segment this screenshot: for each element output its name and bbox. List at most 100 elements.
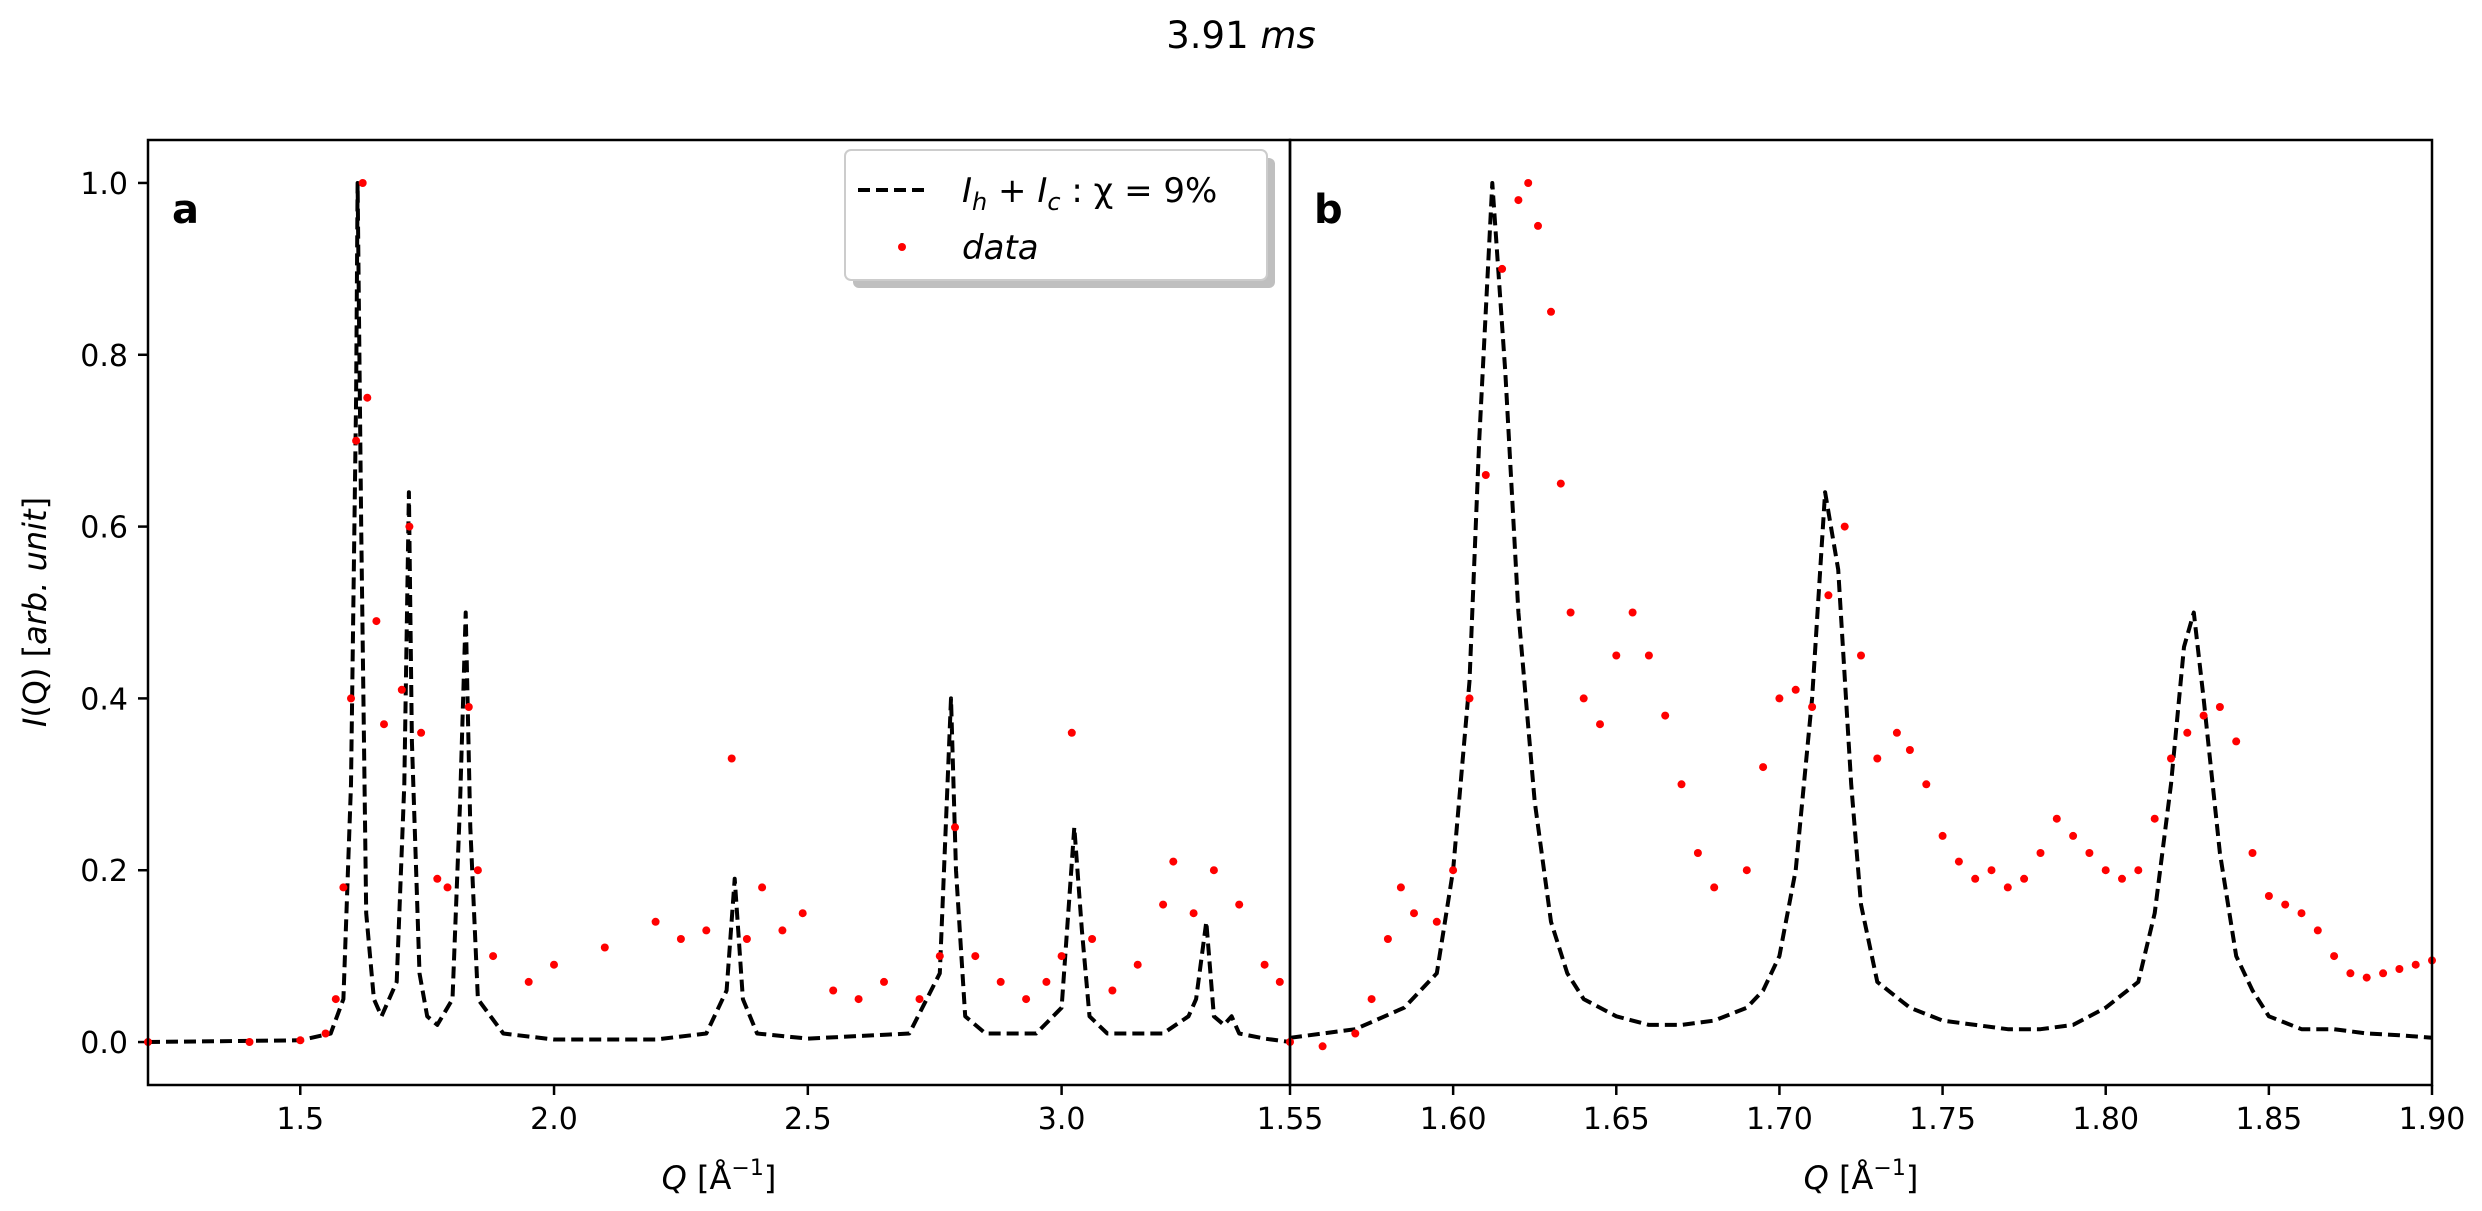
y-tick-label: 0.4 — [80, 682, 128, 717]
data-point — [915, 995, 924, 1004]
data-point — [2411, 960, 2420, 969]
data-point — [1383, 935, 1392, 943]
data-point — [2134, 866, 2143, 875]
data-point — [1612, 651, 1621, 660]
data-point — [464, 703, 473, 711]
data-point — [372, 617, 381, 626]
x-tick-label: 2.5 — [784, 1102, 832, 1137]
y-axis-label: I(Q) [arb. unit] — [16, 497, 54, 727]
data-point — [489, 952, 498, 961]
data-point — [1057, 952, 1066, 961]
data-point — [1628, 608, 1637, 617]
data-point — [1775, 694, 1784, 703]
data-point — [829, 986, 838, 995]
y-tick-label: 0.8 — [80, 339, 128, 374]
data-point — [1892, 728, 1901, 737]
data-point — [358, 179, 367, 187]
data-point — [935, 952, 944, 961]
data-point — [880, 977, 888, 986]
data-point — [2362, 973, 2371, 982]
data-point — [996, 977, 1005, 986]
panel-b-ticks: 1.55 1.60 1.65 1.70 1.75 1.80 1.85 1.90 — [1257, 1085, 2465, 1137]
legend-label-model: Ih + Ic : χ = 9% — [962, 171, 1217, 216]
figure-title: 3.91 ms — [1166, 14, 1315, 57]
data-point — [1022, 995, 1031, 1004]
data-point — [1481, 471, 1490, 479]
data-point — [1556, 479, 1565, 488]
data-point — [2248, 849, 2257, 857]
panel-a: 1.5 2.0 2.5 3.0 0.0 0.2 0.4 0.6 0.8 1.0 a — [80, 138, 1292, 1137]
data-point — [433, 874, 442, 883]
data-point — [1808, 703, 1817, 711]
data-point — [1791, 685, 1800, 694]
panel-b: 1.55 1.60 1.65 1.70 1.75 1.80 1.85 1.90 b — [1257, 138, 2465, 1137]
data-point — [1547, 307, 1555, 316]
data-point — [1905, 746, 1914, 754]
data-point — [1938, 831, 1947, 840]
data-point — [1159, 900, 1168, 909]
x-tick-label: 3.0 — [1038, 1102, 1086, 1137]
data-point — [2085, 849, 2094, 857]
data-point — [1367, 995, 1376, 1004]
x-tick-label: 2.0 — [530, 1102, 578, 1137]
data-point — [352, 436, 361, 445]
data-point — [1693, 849, 1702, 857]
data-point — [1318, 1042, 1327, 1051]
legend-box — [844, 149, 1268, 281]
data-point — [951, 823, 959, 832]
panel-b-x-axis-label: Q [Å−1] — [1804, 1156, 1919, 1197]
data-point — [1465, 694, 1474, 703]
data-point — [2101, 866, 2110, 875]
x-tick-label: 1.70 — [1746, 1102, 1813, 1137]
data-point — [380, 720, 388, 729]
panel-a-data-series — [144, 179, 1284, 1046]
data-point — [331, 995, 340, 1004]
data-point — [2052, 814, 2061, 823]
data-point — [2264, 892, 2273, 900]
data-point — [2183, 728, 2192, 737]
data-point — [1661, 711, 1670, 720]
model-line — [1289, 181, 2433, 1040]
data-point — [1987, 866, 1996, 875]
data-point — [1235, 900, 1244, 909]
data-point — [2036, 849, 2045, 857]
y-tick-label: 0.2 — [80, 854, 128, 889]
x-tick-label: 1.65 — [1583, 1102, 1650, 1137]
data-point — [296, 1036, 305, 1045]
panel-b-label: b — [1314, 187, 1343, 233]
legend-label-data: data — [962, 228, 1039, 268]
legend-dot-swatch — [898, 243, 906, 251]
data-point — [1579, 694, 1588, 703]
y-tick-label: 0.6 — [80, 511, 128, 546]
data-point — [1108, 986, 1117, 995]
data-point — [1857, 651, 1865, 660]
y-tick-label: 1.0 — [80, 167, 128, 202]
data-point — [676, 935, 685, 943]
data-point — [1432, 917, 1441, 926]
data-point — [971, 952, 980, 961]
data-point — [1954, 857, 1963, 866]
data-point — [1498, 264, 1507, 273]
model-line — [147, 181, 1291, 1044]
data-point — [347, 694, 355, 703]
data-point — [1351, 1029, 1360, 1038]
x-tick-label: 1.80 — [2072, 1102, 2139, 1137]
data-point — [1133, 960, 1142, 969]
x-tick-label: 1.85 — [2235, 1102, 2302, 1137]
data-point — [417, 728, 426, 737]
data-point — [600, 943, 609, 952]
data-point — [339, 883, 348, 892]
panel-a-ticks: 1.5 2.0 2.5 3.0 0.0 0.2 0.4 0.6 0.8 1.0 — [80, 167, 1085, 1137]
panel-a-x-axis-label: Q [Å−1] — [662, 1156, 777, 1197]
x-tick-label: 1.60 — [1420, 1102, 1487, 1137]
data-point — [1710, 883, 1719, 892]
data-point — [2199, 711, 2208, 720]
data-point — [1209, 866, 1218, 875]
data-point — [321, 1029, 330, 1038]
data-point — [854, 995, 863, 1004]
data-point — [1189, 909, 1198, 918]
data-point — [1824, 591, 1833, 600]
panel-a-label: a — [172, 187, 199, 233]
data-point — [1524, 179, 1533, 187]
